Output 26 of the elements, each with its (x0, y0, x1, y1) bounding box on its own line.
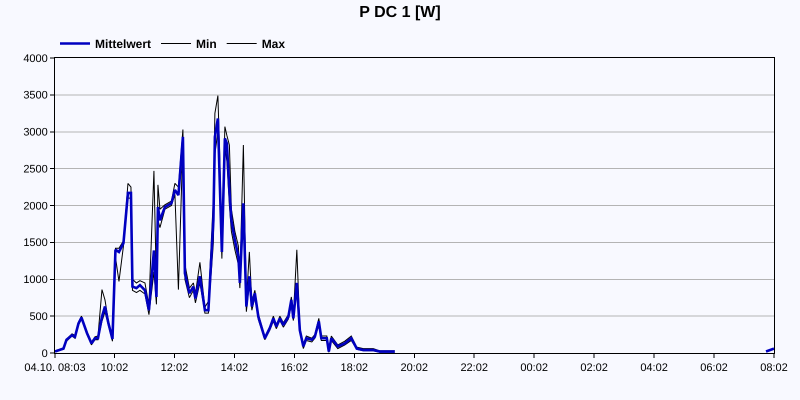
x-tick-label: 06:02 (700, 362, 728, 374)
y-tick-label: 1500 (23, 237, 48, 250)
y-tick-label: 2000 (23, 200, 48, 212)
legend-label: Max (262, 37, 286, 52)
x-tick-label: 04.10. 08:03 (24, 362, 86, 374)
x-tick-label: 18:02 (340, 362, 368, 374)
legend-label: Mittelwert (95, 37, 152, 52)
x-tick-label: 00:02 (520, 362, 548, 374)
legend-label: Min (196, 37, 217, 52)
x-tick-label: 14:02 (220, 362, 248, 374)
y-tick-label: 3000 (23, 126, 48, 139)
x-tick-label: 02:02 (580, 362, 608, 374)
x-tick-label: 16:02 (280, 362, 308, 374)
x-tick-label: 12:02 (160, 362, 188, 374)
x-tick-label: 08:02 (760, 362, 788, 374)
y-tick-label: 3500 (23, 90, 48, 102)
x-tick-label: 22:02 (460, 362, 488, 374)
y-tick-label: 2500 (23, 163, 48, 176)
x-tick-label: 04:02 (640, 362, 668, 374)
y-tick-label: 500 (29, 310, 48, 323)
y-tick-label: 1000 (23, 274, 48, 286)
y-tick-label: 0 (42, 348, 48, 360)
x-tick-label: 20:02 (400, 362, 428, 374)
chart-title: P DC 1 [W] (359, 4, 441, 22)
y-tick-label: 4000 (23, 52, 48, 65)
x-tick-label: 10:02 (100, 362, 128, 374)
